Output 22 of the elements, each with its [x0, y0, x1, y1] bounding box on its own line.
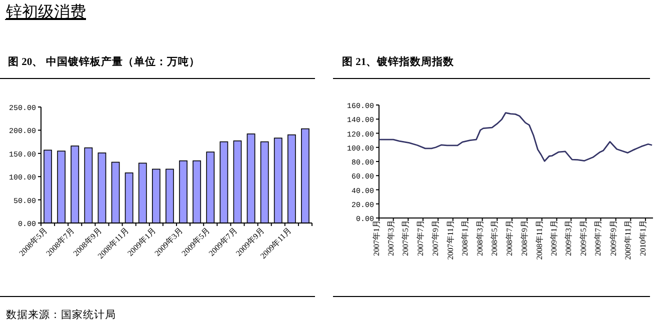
xtick: 2008年1月 — [460, 220, 470, 256]
xtick: 2009年11月 — [624, 220, 633, 260]
xtick: 2008年5月 — [490, 220, 500, 256]
xtick: 2007年7月 — [416, 220, 425, 256]
xtick: 2007年1月 — [372, 220, 381, 256]
xtick: 2008年9月 — [520, 220, 530, 256]
source: 数据来源：国家统计局 — [6, 310, 116, 321]
xtick: 2009年7月 — [594, 220, 603, 256]
title: 图 20、 中国镀锌板产量（单位：万吨） — [8, 57, 200, 68]
xtick: 2009年5月 — [578, 220, 588, 256]
xtick: 2008年7月 — [505, 220, 514, 256]
xtick: 2009年1月 — [550, 220, 559, 256]
xtick: 2008年3月 — [475, 220, 484, 256]
xtick: 2009年9月 — [608, 220, 618, 256]
xtick: 2007年3月 — [386, 220, 396, 256]
title: 图 21、镀锌指数周指数 — [342, 57, 454, 68]
xtick: 2008年11月 — [534, 220, 544, 260]
xtick: 2007年5月 — [401, 220, 410, 256]
xtick: 2010年1月 — [638, 220, 648, 256]
xtick: 2007年9月 — [431, 220, 440, 256]
xtick: 2009年3月 — [564, 220, 574, 256]
xtick: 2007年11月 — [446, 220, 455, 260]
